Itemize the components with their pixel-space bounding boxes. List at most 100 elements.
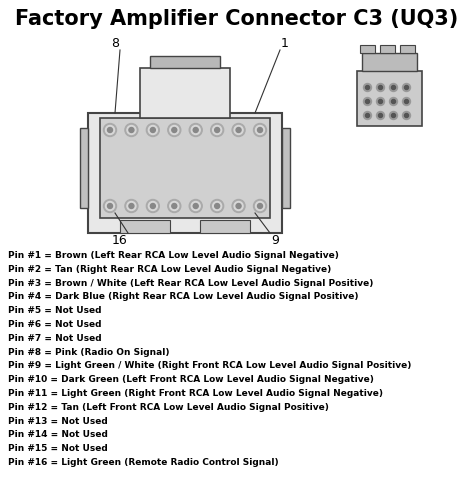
Circle shape [106,126,115,135]
Circle shape [215,204,219,209]
Circle shape [236,204,241,209]
Text: Pin #1 = Brown (Left Rear RCA Low Level Audio Signal Negative): Pin #1 = Brown (Left Rear RCA Low Level … [8,250,339,260]
Circle shape [103,124,117,137]
Bar [200,221,250,234]
Circle shape [215,128,219,133]
Text: Pin #10 = Dark Green (Left Front RCA Low Level Audio Signal Negative): Pin #10 = Dark Green (Left Front RCA Low… [8,374,374,384]
Circle shape [390,84,398,92]
Circle shape [168,124,181,137]
Circle shape [129,128,134,133]
Text: Pin #15 = Not Used: Pin #15 = Not Used [8,443,108,452]
Circle shape [376,84,384,92]
Circle shape [379,86,383,90]
Text: Pin #8 = Pink (Radio On Signal): Pin #8 = Pink (Radio On Signal) [8,347,170,356]
Circle shape [172,128,177,133]
Bar [282,129,290,208]
Circle shape [150,204,155,209]
Text: 16: 16 [112,234,128,247]
Text: Pin #6 = Not Used: Pin #6 = Not Used [8,319,101,328]
Circle shape [146,124,159,137]
Bar [100,119,270,219]
Circle shape [234,202,243,211]
Circle shape [390,112,398,120]
Text: Pin #12 = Tan (Left Front RCA Low Level Audio Signal Positive): Pin #12 = Tan (Left Front RCA Low Level … [8,402,329,411]
Circle shape [108,204,112,209]
Text: 1: 1 [281,38,289,50]
Circle shape [146,200,159,213]
Circle shape [390,98,398,106]
Circle shape [404,86,409,90]
Circle shape [148,126,157,135]
Text: Pin #4 = Dark Blue (Right Rear RCA Low Level Audio Signal Positive): Pin #4 = Dark Blue (Right Rear RCA Low L… [8,292,358,301]
Circle shape [127,126,136,135]
Circle shape [129,204,134,209]
Circle shape [125,200,138,213]
Bar [357,71,422,126]
Circle shape [213,126,222,135]
Circle shape [364,98,372,106]
Text: Pin #7 = Not Used: Pin #7 = Not Used [8,333,101,342]
Circle shape [193,204,198,209]
Bar [363,53,418,71]
Circle shape [193,128,198,133]
Text: 9: 9 [271,234,279,247]
Text: Pin #9 = Light Green / White (Right Front RCA Low Level Audio Signal Positive): Pin #9 = Light Green / White (Right Fron… [8,361,411,369]
Circle shape [365,114,370,118]
Circle shape [236,128,241,133]
Circle shape [189,124,202,137]
Circle shape [379,114,383,118]
Text: 8: 8 [111,38,119,50]
Circle shape [150,128,155,133]
Circle shape [127,202,136,211]
Text: Pin #13 = Not Used: Pin #13 = Not Used [8,416,108,425]
Text: Pin #3 = Brown / White (Left Rear RCA Low Level Audio Signal Positive): Pin #3 = Brown / White (Left Rear RCA Lo… [8,278,374,287]
Bar [401,45,416,53]
Text: Factory Amplifier Connector C3 (UQ3): Factory Amplifier Connector C3 (UQ3) [15,9,459,29]
Circle shape [365,86,370,90]
Circle shape [402,98,410,106]
Text: Pin #16 = Light Green (Remote Radio Control Signal): Pin #16 = Light Green (Remote Radio Cont… [8,457,279,466]
Circle shape [168,200,181,213]
Circle shape [392,101,395,104]
Text: Pin #5 = Not Used: Pin #5 = Not Used [8,305,101,315]
Circle shape [213,202,222,211]
Bar [120,221,170,234]
Circle shape [365,101,370,104]
Circle shape [392,86,395,90]
Bar [88,114,282,234]
Circle shape [103,200,117,213]
Circle shape [108,128,112,133]
Circle shape [170,202,179,211]
Circle shape [376,98,384,106]
Circle shape [191,202,200,211]
Circle shape [172,204,177,209]
Circle shape [148,202,157,211]
Text: Pin #2 = Tan (Right Rear RCA Low Level Audio Signal Negative): Pin #2 = Tan (Right Rear RCA Low Level A… [8,264,331,273]
Bar [150,57,220,69]
Circle shape [191,126,200,135]
Circle shape [364,112,372,120]
Circle shape [402,112,410,120]
Circle shape [376,112,384,120]
Circle shape [232,200,245,213]
Circle shape [189,200,202,213]
Circle shape [106,202,115,211]
Text: Pin #14 = Not Used: Pin #14 = Not Used [8,429,108,439]
Bar [381,45,395,53]
Circle shape [210,200,224,213]
Circle shape [125,124,138,137]
Circle shape [254,124,266,137]
Circle shape [255,202,264,211]
Bar [80,129,88,208]
Circle shape [234,126,243,135]
Circle shape [404,114,409,118]
Circle shape [404,101,409,104]
Circle shape [210,124,224,137]
Circle shape [170,126,179,135]
Circle shape [392,114,395,118]
Circle shape [232,124,245,137]
Text: Pin #11 = Light Green (Right Front RCA Low Level Audio Signal Negative): Pin #11 = Light Green (Right Front RCA L… [8,388,383,397]
Circle shape [257,204,263,209]
Circle shape [402,84,410,92]
Bar [361,45,375,53]
